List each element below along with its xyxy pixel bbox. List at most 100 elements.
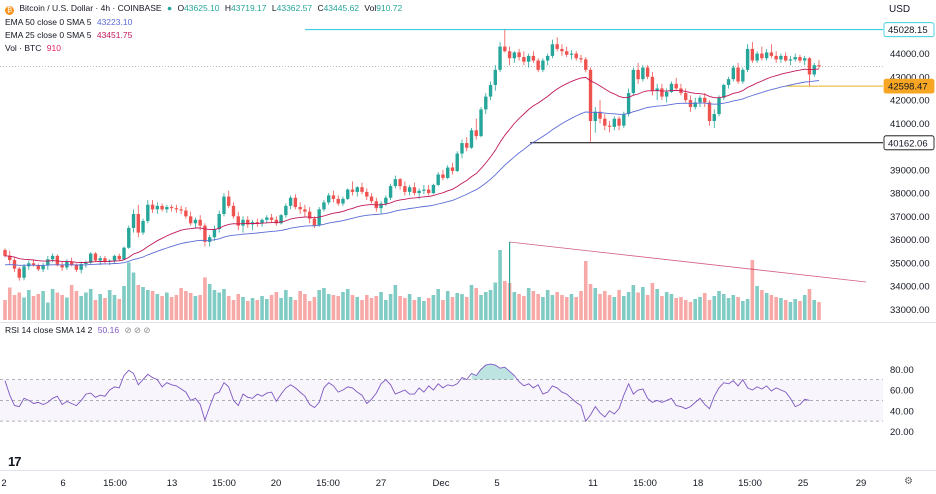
settings-gear-icon[interactable]: ⚙ [904, 476, 913, 487]
candle-body [426, 189, 431, 194]
rsi-pane [0, 363, 883, 423]
volume-bar [46, 302, 50, 320]
candle-body [512, 52, 517, 59]
volume-bar [560, 295, 564, 320]
volume-bar [212, 290, 217, 320]
volume-bar [245, 301, 250, 320]
candle-body [703, 97, 707, 103]
volume-bar [131, 272, 136, 320]
candle-body [745, 48, 750, 70]
candle-body [498, 46, 502, 70]
volume-bar [179, 288, 183, 320]
ema25-legend[interactable]: EMA 25 close 0 SMA 5 43451.75 [5, 29, 135, 41]
volume-bar [146, 290, 150, 320]
time-tick-label: 15:00 [212, 478, 236, 489]
price-badge-text: 40162.06 [888, 138, 928, 149]
volume-bar [284, 290, 288, 320]
candle-body [12, 260, 17, 269]
volume-bar [50, 289, 55, 320]
candle-body [717, 97, 721, 115]
candle-body [764, 52, 769, 59]
candle-body [588, 69, 593, 121]
volume-bar [545, 290, 550, 320]
volume-bar [74, 291, 79, 320]
candle-body [207, 237, 212, 242]
candle-body [503, 46, 507, 52]
candle-body [712, 114, 716, 121]
candle-body [69, 261, 74, 266]
time-tick-label: 15:00 [316, 478, 340, 489]
volume-bar [707, 300, 712, 320]
candle-body [3, 250, 7, 256]
candle-body [574, 53, 578, 59]
volume-bar [688, 302, 693, 320]
volume-bar [136, 285, 141, 320]
candle-body [160, 205, 164, 210]
candle-body [484, 96, 488, 110]
volume-bar [169, 297, 174, 320]
volume-bar [736, 297, 740, 320]
price-tick-label: 35000.00 [890, 258, 930, 269]
volume-bar [141, 287, 145, 320]
volume-bar [669, 294, 674, 320]
candle-body [731, 67, 736, 80]
volume-bar [655, 289, 659, 320]
candle-body [526, 55, 531, 62]
candle-body [88, 253, 93, 263]
volume-bar [450, 297, 455, 320]
candle-body [117, 255, 121, 260]
candle-body [550, 44, 555, 56]
candle-body [150, 204, 155, 210]
symbol-title[interactable]: Bitcoin / U.S. Dollar · 4h · COINBASE [19, 3, 162, 13]
candle-body [788, 59, 793, 61]
candle-body [122, 247, 126, 260]
volume-bar [345, 289, 350, 320]
candle-body [479, 109, 483, 137]
candle-body [293, 197, 298, 208]
volume-bar [69, 285, 74, 320]
volume-bar [622, 296, 626, 320]
volume-legend[interactable]: Vol · BTC 910 [5, 42, 64, 54]
candle-body [112, 255, 117, 261]
candle-body [407, 187, 412, 192]
volume-bar [760, 290, 764, 320]
volume-bar [721, 294, 726, 320]
volume-bar [626, 292, 631, 320]
candle-body [84, 262, 88, 264]
rsi-value: 50.16 [97, 325, 120, 335]
volume-bar [445, 291, 450, 320]
volume-bar [393, 285, 398, 320]
candle-body [36, 265, 41, 270]
candle-body [236, 216, 240, 226]
currency-label[interactable]: USD [889, 4, 911, 15]
volume-bar [288, 297, 293, 320]
volume-bar [636, 292, 640, 320]
volume-bar [460, 294, 464, 320]
volume-bar [160, 296, 164, 320]
volume-bar [464, 297, 469, 320]
volume-bar [84, 292, 88, 320]
candle-body [598, 111, 602, 119]
candle-body [222, 196, 226, 214]
candle-body [755, 53, 759, 61]
eye-icon[interactable]: ⊘ ⊘ ⊘ [124, 325, 151, 335]
candle-body [674, 83, 678, 89]
candle-body [398, 179, 402, 187]
rsi-legend[interactable]: RSI 14 close SMA 14 2 50.16 ⊘ ⊘ ⊘ [5, 324, 154, 336]
candle-body [260, 219, 264, 224]
time-tick-label: 25 [798, 478, 809, 489]
volume-bar [364, 295, 369, 320]
candle-body [569, 53, 574, 55]
ema50-legend[interactable]: EMA 50 close 0 SMA 5 43223.10 [5, 16, 135, 28]
ema-lines [4, 68, 820, 266]
volume-bar [407, 294, 412, 320]
candle-body [279, 215, 283, 224]
volume-bar [226, 296, 231, 320]
volume-bar [79, 296, 83, 320]
candle-body [22, 266, 26, 278]
candle-body [736, 67, 740, 82]
volume-bar [298, 291, 302, 320]
volume-bar [779, 298, 783, 320]
time-tick-label: 29 [856, 478, 867, 489]
